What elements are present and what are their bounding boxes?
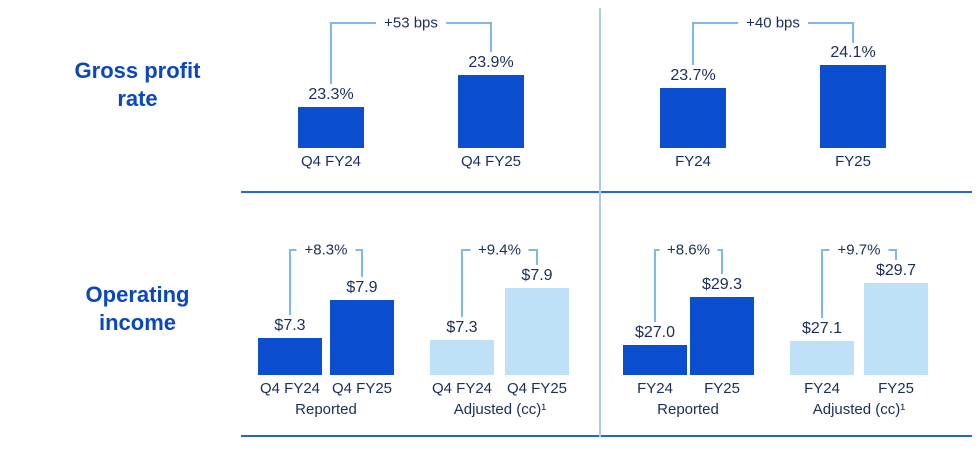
bracket-line-right bbox=[361, 249, 363, 277]
value-label-oi-adjusted-fy24: $27.1 bbox=[801, 320, 843, 337]
category-label-q4fy25: Q4 FY25 bbox=[460, 153, 522, 170]
bar-oi-reported-fy25 bbox=[690, 297, 754, 375]
group-label-adjusted-cc: Adjusted (cc)¹ bbox=[453, 401, 547, 418]
change-bracket-gpr-year: +40 bps bbox=[692, 14, 854, 65]
bar-oi-adjusted-fy24 bbox=[790, 341, 854, 375]
change-bracket-oi-adjusted-quarter: +9.4% bbox=[461, 241, 538, 317]
bracket-line-left bbox=[654, 249, 656, 322]
bracket-line-right bbox=[895, 249, 897, 260]
group-label-adjusted-cc: Adjusted (cc)¹ bbox=[812, 401, 906, 418]
value-label-oi-reported-fy25: $29.3 bbox=[701, 276, 743, 293]
bar-oi-adjusted-fy25 bbox=[864, 283, 928, 375]
bracket-line-left bbox=[692, 22, 694, 65]
change-bracket-gpr-quarter: +53 bps bbox=[330, 14, 492, 84]
value-label-oi-adjusted-fy25: $29.7 bbox=[875, 262, 917, 279]
category-label-fy24: FY24 bbox=[804, 380, 840, 397]
change-label-oi-reported-year: +8.6% bbox=[659, 241, 718, 259]
change-bracket-oi-adjusted-year: +9.7% bbox=[821, 241, 897, 318]
category-label-q4fy25: Q4 FY25 bbox=[506, 380, 568, 397]
bracket-line-left bbox=[330, 22, 332, 84]
bracket-line-right bbox=[536, 249, 538, 265]
category-label-fy25: FY25 bbox=[835, 153, 871, 170]
category-label-q4fy24: Q4 FY24 bbox=[431, 380, 493, 397]
bar-gpr-fy24 bbox=[660, 88, 726, 148]
bar-oi-reported-q4fy24 bbox=[258, 338, 322, 375]
category-label-q4fy24: Q4 FY24 bbox=[300, 153, 362, 170]
row-title-gross-profit-rate: Gross profit rate bbox=[74, 58, 201, 111]
value-label-gpr-fy24: 23.7% bbox=[670, 67, 716, 84]
bracket-line-right bbox=[721, 249, 723, 274]
change-bracket-oi-reported-quarter: +8.3% bbox=[289, 241, 363, 315]
bracket-line-right bbox=[490, 22, 492, 52]
category-label-q4fy24: Q4 FY24 bbox=[259, 380, 321, 397]
row-title-operating-income: Operating income bbox=[85, 282, 190, 335]
value-label-gpr-q4fy25: 23.9% bbox=[468, 54, 514, 71]
bar-oi-reported-q4fy25 bbox=[330, 300, 394, 375]
horizontal-divider-top bbox=[241, 191, 972, 193]
category-label-fy24: FY24 bbox=[675, 153, 711, 170]
value-label-oi-reported-fy24: $27.0 bbox=[634, 324, 676, 341]
category-label-fy25: FY25 bbox=[704, 380, 740, 397]
category-label-fy25: FY25 bbox=[878, 380, 914, 397]
category-label-q4fy25: Q4 FY25 bbox=[331, 380, 393, 397]
change-bracket-oi-reported-year: +8.6% bbox=[654, 241, 723, 322]
change-label-oi-adjusted-year: +9.7% bbox=[829, 241, 889, 259]
value-label-oi-adjusted-q4fy25: $7.9 bbox=[521, 267, 553, 284]
vertical-divider bbox=[599, 8, 601, 437]
value-label-gpr-fy25: 24.1% bbox=[830, 44, 876, 61]
bar-gpr-q4fy25 bbox=[458, 75, 524, 148]
bracket-line-left bbox=[289, 249, 291, 315]
group-label-reported: Reported bbox=[295, 401, 357, 418]
value-label-oi-adjusted-q4fy24: $7.3 bbox=[446, 319, 478, 336]
bar-oi-adjusted-q4fy24 bbox=[430, 340, 494, 375]
value-label-gpr-q4fy24: 23.3% bbox=[308, 86, 354, 103]
change-label-oi-reported-quarter: +8.3% bbox=[296, 241, 356, 259]
bracket-line-right bbox=[852, 22, 854, 43]
bracket-line-left bbox=[821, 249, 823, 318]
horizontal-divider-bottom bbox=[241, 435, 972, 437]
bar-oi-adjusted-q4fy25 bbox=[505, 288, 569, 375]
value-label-oi-reported-q4fy25: $7.9 bbox=[346, 279, 378, 296]
bar-gpr-fy25 bbox=[820, 65, 886, 148]
change-label-gpr-year: +40 bps bbox=[738, 14, 808, 32]
bar-gpr-q4fy24 bbox=[298, 107, 364, 148]
value-label-oi-reported-q4fy24: $7.3 bbox=[274, 317, 306, 334]
change-label-oi-adjusted-quarter: +9.4% bbox=[470, 241, 529, 259]
bracket-line-left bbox=[461, 249, 463, 317]
change-label-gpr-quarter: +53 bps bbox=[376, 14, 446, 32]
category-label-fy24: FY24 bbox=[637, 380, 673, 397]
group-label-reported: Reported bbox=[657, 401, 719, 418]
bar-oi-reported-fy24 bbox=[623, 345, 687, 375]
